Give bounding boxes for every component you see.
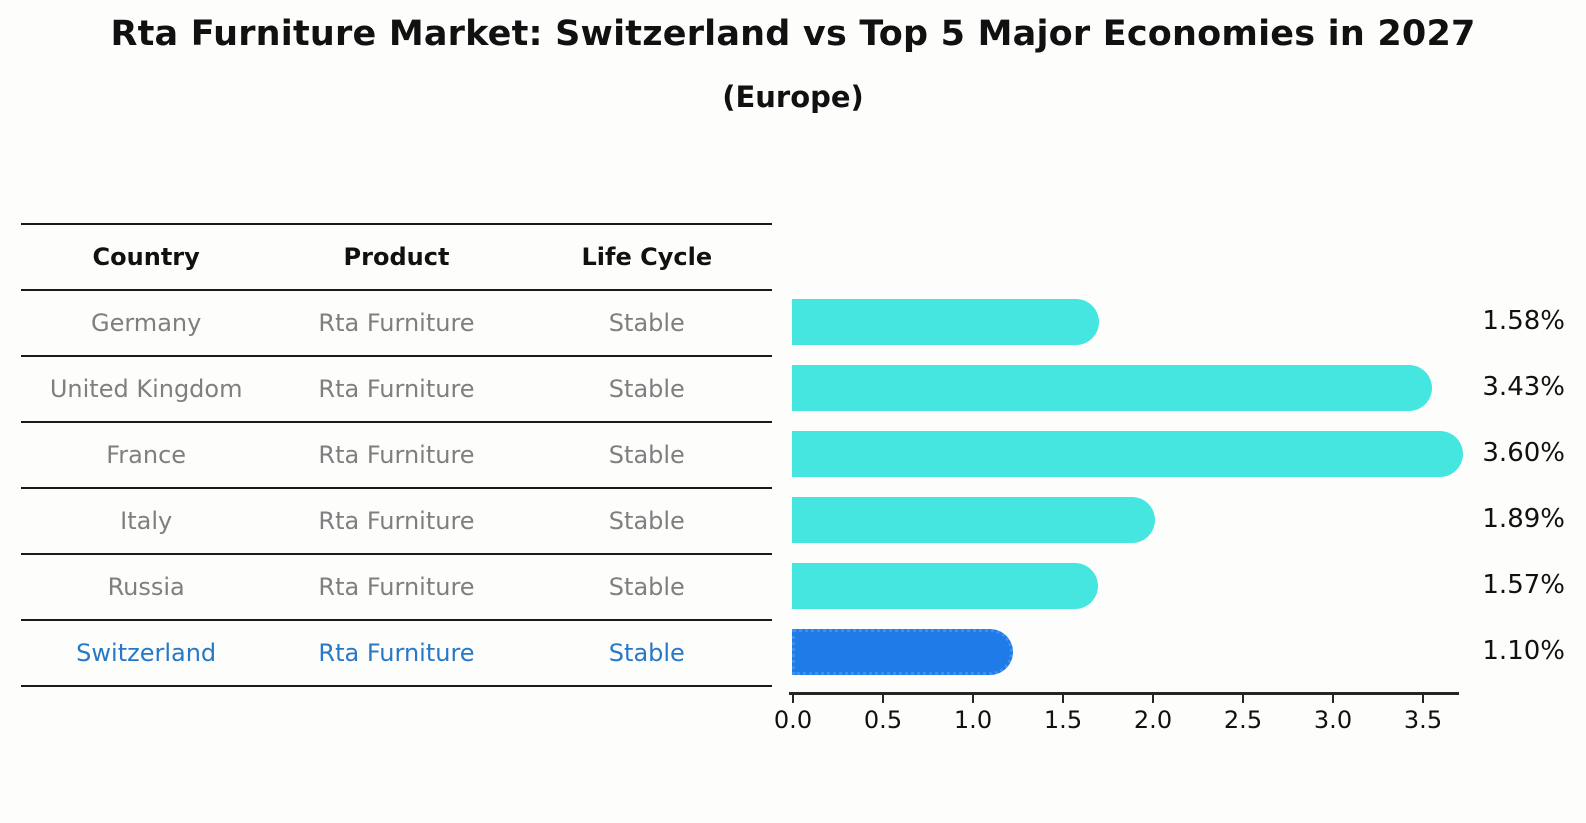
value-label-russia: 1.57% — [1482, 570, 1565, 600]
chart-title: Rta Furniture Market: Switzerland vs Top… — [110, 14, 1476, 54]
bar-switzerland — [792, 629, 1013, 675]
cell-life-cycle: Stable — [608, 375, 685, 403]
x-tick-mark-1.5 — [1062, 695, 1064, 703]
table-row-france: France Rta Furniture Stable — [21, 423, 772, 489]
value-label-germany: 1.58% — [1482, 306, 1565, 336]
cell-country: France — [106, 441, 187, 469]
cell-product: Rta Furniture — [318, 507, 475, 535]
cell-product: Rta Furniture — [318, 639, 475, 667]
chart-subtitle: (Europe) — [722, 80, 864, 114]
cell-product: Rta Furniture — [318, 375, 475, 403]
table-row-russia: Russia Rta Furniture Stable — [21, 555, 772, 621]
cell-life-cycle: Stable — [608, 573, 685, 601]
x-tick-mark-2.0 — [1152, 695, 1154, 703]
x-tick-mark-0.5 — [882, 695, 884, 703]
bar-united-kingdom — [792, 365, 1433, 411]
table-body: Germany Rta Furniture Stable United Kingdom… — [21, 291, 772, 687]
table-row-switzerland: Switzerland Rta Furniture Stable — [21, 621, 772, 687]
cell-country: Russia — [107, 573, 185, 601]
column-header-life-cycle: Life Cycle — [581, 243, 713, 271]
x-tick-mark-3.5 — [1422, 695, 1424, 703]
cell-country: Switzerland — [76, 639, 217, 667]
x-tick-label-1.5: 1.5 — [1043, 706, 1083, 734]
value-label-united-kingdom: 3.43% — [1482, 372, 1565, 402]
x-tick-mark-0.0 — [792, 695, 794, 703]
column-header-country: Country — [92, 243, 200, 271]
x-axis-line — [789, 692, 1459, 695]
value-label-italy: 1.89% — [1482, 504, 1565, 534]
x-tick-label-1.0: 1.0 — [953, 706, 993, 734]
cell-life-cycle: Stable — [608, 309, 685, 337]
table-row-germany: Germany Rta Furniture Stable — [21, 291, 772, 357]
x-tick-label-0.5: 0.5 — [863, 706, 903, 734]
cell-country: Germany — [91, 309, 202, 337]
x-tick-mark-2.5 — [1242, 695, 1244, 703]
cell-country: United Kingdom — [49, 375, 243, 403]
cell-product: Rta Furniture — [318, 573, 475, 601]
cell-country: Italy — [120, 507, 173, 535]
x-tick-label-3.5: 3.5 — [1403, 706, 1443, 734]
x-tick-mark-3.0 — [1332, 695, 1334, 703]
x-tick-label-2.0: 2.0 — [1133, 706, 1173, 734]
cell-product: Rta Furniture — [318, 441, 475, 469]
bar-italy — [792, 497, 1156, 543]
column-header-product: Product — [343, 243, 450, 271]
cell-life-cycle: Stable — [608, 639, 685, 667]
x-tick-label-3.0: 3.0 — [1313, 706, 1353, 734]
bar-russia — [792, 563, 1098, 609]
cell-product: Rta Furniture — [318, 309, 475, 337]
table-header-row: Country Product Life Cycle — [21, 223, 772, 291]
bar-france — [792, 431, 1463, 477]
table-row-italy: Italy Rta Furniture Stable — [21, 489, 772, 555]
bar-germany — [792, 299, 1100, 345]
table-row-united-kingdom: United Kingdom Rta Furniture Stable — [21, 357, 772, 423]
cell-life-cycle: Stable — [608, 441, 685, 469]
x-tick-label-0.0: 0.0 — [773, 706, 813, 734]
value-label-france: 3.60% — [1482, 438, 1565, 468]
value-label-switzerland: 1.10% — [1482, 636, 1565, 666]
x-tick-mark-1.0 — [972, 695, 974, 703]
country-table: Country Product Life Cycle Germany Rta Fu… — [21, 223, 772, 687]
x-tick-label-2.5: 2.5 — [1223, 706, 1263, 734]
cell-life-cycle: Stable — [608, 507, 685, 535]
